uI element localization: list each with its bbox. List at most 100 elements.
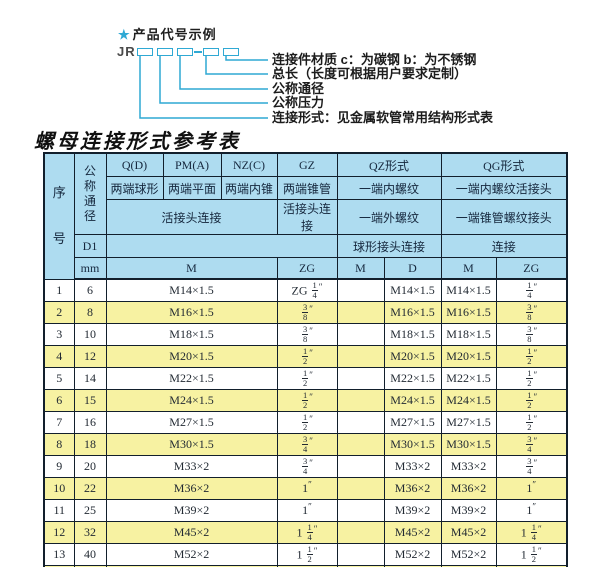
cell-seq: 6 [43, 389, 75, 412]
cell-seq: 13 [43, 543, 75, 566]
cell-qg-m: M18×1.5 [440, 323, 497, 346]
cell-gz: 3 4 ″ [276, 455, 338, 478]
cell-qg-zg: 1″ [495, 477, 568, 500]
cell-qg-zg: 1 1 4 ″ [495, 521, 568, 544]
cell-qz-m [336, 499, 385, 522]
code-box-3 [177, 48, 193, 56]
header-group-pm: PM(A) [162, 152, 222, 177]
header-d1-qg: 连接 [440, 234, 568, 258]
cell-gz: 3 8 ″ [276, 301, 338, 324]
cell-m: M45×2 [105, 521, 278, 544]
cell-qg-zg: 1 2 ″ [495, 389, 568, 412]
cell-qg-m: M22×1.5 [440, 367, 497, 390]
header-row-d1: D1 球形接头连接 连接 [44, 234, 568, 258]
header-unit-qz-m: M [336, 257, 385, 280]
cell-dn: 18 [73, 433, 107, 456]
code-label-diameter: 公称通径 [272, 81, 325, 96]
table-header: 序号 公称通径 Q(D) PM(A) NZ(C) GZ QZ形式 QG形式 两端… [43, 152, 568, 280]
header-d1: D1 [73, 234, 107, 258]
cell-m: M14×1.5 [105, 278, 278, 302]
cell-m: M27×1.5 [105, 411, 278, 434]
cell-m: M33×2 [105, 455, 278, 478]
cell-gz: 1 1 4 ″ [276, 521, 338, 544]
header-d1-empty [105, 234, 338, 258]
cell-seq: 3 [43, 323, 75, 346]
cell-gz: 1 2 ″ [276, 389, 338, 412]
cell-qz-m [336, 543, 385, 566]
header-conn-qg: 一端锥管螺纹接头 [440, 199, 568, 235]
cell-qz-m [336, 477, 385, 500]
cell-gz: 3 4 ″ [276, 433, 338, 456]
cell-qz-d: M27×1.5 [383, 411, 442, 434]
header-group-qz: QZ形式 [336, 152, 442, 177]
header-unit-qz-d: D [383, 257, 442, 280]
header-unit-m: M [105, 257, 278, 280]
code-label-pressure: 公称压力 [272, 95, 325, 110]
table-body: 1 6 M14×1.5 ZG 1 4 ″ M14×1.5 M14×1.5 1 4 ″ 2 8 M16×1.… [43, 278, 568, 567]
cell-gz: 1 2 ″ [276, 411, 338, 434]
cell-qz-d: M45×2 [383, 521, 442, 544]
table-row: 11 25 M39×2 1″ M39×2 M39×2 1″ [43, 499, 568, 522]
cell-qg-m: M45×2 [440, 521, 497, 544]
code-prefix: JR [117, 44, 136, 59]
cell-m: M16×1.5 [105, 301, 278, 324]
cell-seq: 5 [43, 367, 75, 390]
cell-qg-m: M52×2 [440, 543, 497, 566]
table-row: 1450M64×22″M64×2M64×22″ [43, 565, 568, 567]
cell-dn: 6 [73, 278, 107, 302]
table-row: 4 12 M20×1.5 1 2 ″ M20×1.5 M20×1.5 1 2 ″ [43, 345, 568, 368]
cell-qg-zg: 1 1 2 ″ [495, 543, 568, 566]
cell-dn: 25 [73, 499, 107, 522]
header-group-gz: GZ [276, 152, 338, 177]
cell-m: M24×1.5 [105, 389, 278, 412]
cell-qg-m: M30×1.5 [440, 433, 497, 456]
cell-gz: 1 2 ″ [276, 367, 338, 390]
cell-m: M30×1.5 [105, 433, 278, 456]
header-group-qd: Q(D) [105, 152, 164, 177]
cell-qz-d: M36×2 [383, 477, 442, 500]
cell-qg-m: M14×1.5 [440, 278, 497, 302]
table-row: 1 6 M14×1.5 ZG 1 4 ″ M14×1.5 M14×1.5 1 4 ″ [43, 278, 568, 302]
cell-qz-m [336, 345, 385, 368]
header-unit-mm: mm [73, 257, 107, 280]
header-seq: 序号 [43, 152, 75, 280]
cell-gz: 1 2 ″ [276, 345, 338, 368]
cell-seq: 7 [43, 411, 75, 434]
cell-qz-m [336, 367, 385, 390]
cell-qg-m: M20×1.5 [440, 345, 497, 368]
cell-m: M36×2 [105, 477, 278, 500]
cell-seq: 4 [43, 345, 75, 368]
cell-qg-m: M16×1.5 [440, 301, 497, 324]
cell-qz-d: M20×1.5 [383, 345, 442, 368]
product-code-heading-text: 产品代号示例 [132, 27, 217, 42]
header-row-groups: 序号 公称通径 Q(D) PM(A) NZ(C) GZ QZ形式 QG形式 [43, 152, 568, 280]
code-box-5 [223, 48, 239, 56]
code-box-2 [157, 48, 173, 56]
header-type-pm: 两端平面 [162, 176, 222, 200]
cell-dn: 20 [73, 455, 107, 478]
cell-qg-zg: 3 4 ″ [495, 433, 568, 456]
header-dn: 公称通径 [73, 152, 107, 235]
header-conn-union: 活接头连接 [105, 199, 278, 235]
table-row: 5 14 M22×1.5 1 2 ″ M22×1.5 M22×1.5 1 2 ″ [43, 367, 568, 390]
header-row-types: 两端球形 两端平面 两端内锥 两端锥管 一端内螺纹 一端内螺纹活接头 [44, 176, 568, 200]
cell-qz-m [336, 278, 385, 302]
cell-qg-zg: 3 4 ″ [495, 455, 568, 478]
cell-dn: 40 [73, 543, 107, 566]
cell-gz: 3 8 ″ [276, 323, 338, 346]
cell-gz: 1 1 2 ″ [276, 543, 338, 566]
cell-qg-m: M36×2 [440, 477, 497, 500]
cell-qg-zg: 3 8 ″ [495, 323, 568, 346]
cell-qz-d: M30×1.5 [383, 433, 442, 456]
cell-qg-m: M27×1.5 [440, 411, 497, 434]
cell-m: M22×1.5 [105, 367, 278, 390]
cell-qz-d: M14×1.5 [383, 278, 442, 302]
cell-qg-zg: 1 2 ″ [495, 345, 568, 368]
cell-qg-zg: 2″ [495, 565, 568, 567]
cell-gz: 1″ [276, 477, 338, 500]
cell-qg-zg: 3 8 ″ [495, 301, 568, 324]
table-row: 10 22 M36×2 1″ M36×2 M36×2 1″ [43, 477, 568, 500]
table-row: 7 16 M27×1.5 1 2 ″ M27×1.5 M27×1.5 1 2 ″ [43, 411, 568, 434]
cell-gz: ZG 1 4 ″ [276, 278, 338, 302]
